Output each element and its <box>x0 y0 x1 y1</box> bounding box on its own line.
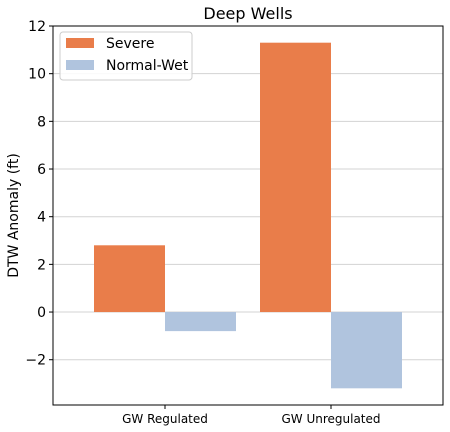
bar-normal-wet-2 <box>331 312 402 389</box>
y-tick-label: −2 <box>25 353 46 369</box>
y-tick-label: 10 <box>28 67 46 83</box>
y-tick-label: 2 <box>37 257 46 273</box>
x-tick-label: GW Unregulated <box>281 412 380 426</box>
y-axis-ticks: −2 0 2 4 6 8 10 12 <box>25 19 53 369</box>
legend: Severe Normal-Wet <box>59 31 193 81</box>
bar-normal-wet-1 <box>165 312 236 332</box>
y-tick-label: 6 <box>37 162 46 178</box>
plot-frame <box>52 25 444 406</box>
y-tick-label: 8 <box>37 114 46 130</box>
y-tick-label: 4 <box>37 210 46 226</box>
bar-severe-2 <box>260 42 331 313</box>
bar-severe-1 <box>94 245 165 313</box>
legend-swatch <box>66 38 94 48</box>
legend-label: Severe <box>106 36 154 52</box>
legend-swatch <box>66 60 94 70</box>
y-tick-label: 0 <box>37 305 46 321</box>
legend-label: Normal-Wet <box>106 58 189 74</box>
chart-title: Deep Wells <box>203 4 292 23</box>
bars <box>94 42 402 389</box>
x-tick-label: GW Regulated <box>122 412 208 426</box>
y-tick-label: 12 <box>28 19 46 35</box>
y-axis-label: DTW Anomaly (ft) <box>6 153 22 278</box>
x-axis-ticks: GW Regulated GW Unregulated <box>122 405 381 426</box>
